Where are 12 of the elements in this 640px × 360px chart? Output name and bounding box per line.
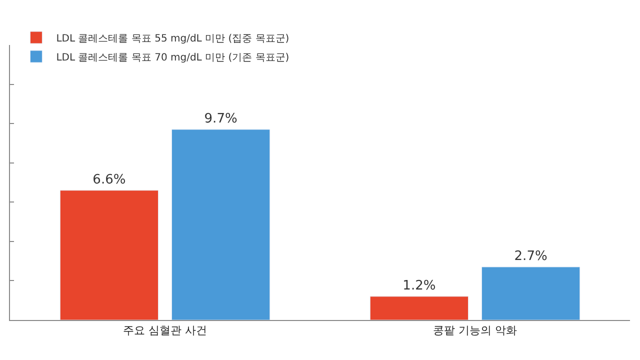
data-label: 2.7% xyxy=(514,248,548,264)
legend-label: LDL 콜레스테롤 목표 70 mg/dL 미만 (기존 목표군) xyxy=(56,52,290,64)
legend-label: LDL 콜레스테롤 목표 55 mg/dL 미만 (집중 목표군) xyxy=(56,33,290,44)
bar xyxy=(370,296,469,320)
data-label: 1.2% xyxy=(402,278,436,294)
x-tick-label: 주요 심혈관 사건 xyxy=(123,324,207,338)
x-tick-label: 콩팥 기능의 악화 xyxy=(433,324,517,338)
data-label: 6.6% xyxy=(92,172,126,188)
data-label: 9.7% xyxy=(204,111,238,126)
bar xyxy=(481,266,580,320)
bar xyxy=(60,190,159,320)
bar xyxy=(171,129,270,320)
